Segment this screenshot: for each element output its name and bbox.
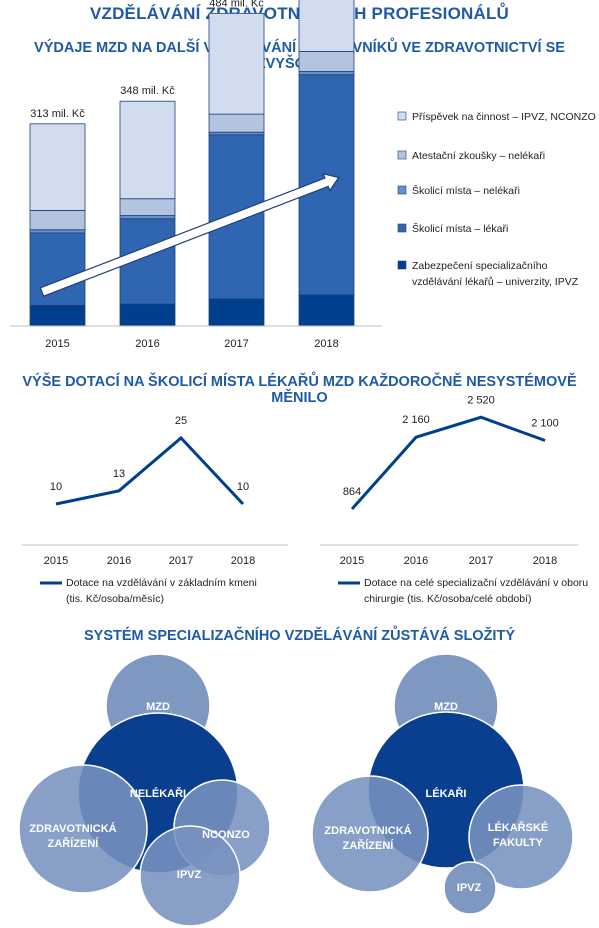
venn-left-label-center: NELÉKAŘI bbox=[130, 787, 186, 800]
data-label: 10 bbox=[237, 481, 249, 493]
legend-label-line-1: Dotace na vzdělávání v základním kmeni bbox=[66, 577, 257, 589]
x-tick-label: 2017 bbox=[169, 555, 193, 567]
legend-label: Zabezpečení specializačního vzdělávání lé… bbox=[412, 260, 579, 288]
section-title-system: SYSTÉM SPECIALIZAČNÍHO VZDĚLÁVÁNÍ ZŮSTÁV… bbox=[84, 628, 515, 644]
venn-left-circle-ipvz bbox=[139, 825, 241, 927]
data-label: 864 bbox=[343, 486, 361, 498]
x-tick-label: 2016 bbox=[404, 555, 428, 567]
trend-arrow-shape bbox=[39, 172, 340, 297]
bar-segment-2018-1 bbox=[298, 294, 355, 327]
x-tick-label: 2015 bbox=[45, 338, 69, 350]
legend-swatch bbox=[397, 185, 407, 195]
data-label: 2 520 bbox=[467, 394, 495, 406]
bar-total-label: 313 mil. Kč bbox=[30, 108, 85, 120]
x-tick-label: 2016 bbox=[135, 338, 159, 350]
x-tick-label: 2016 bbox=[107, 555, 131, 567]
venn-right-label-facilities: ZAŘÍZENÍ bbox=[343, 839, 395, 852]
venn-left-label-facilities: ZAŘÍZENÍ bbox=[48, 837, 100, 850]
line-series bbox=[350, 415, 546, 510]
venn-left-label-nconzo: NCONZO bbox=[202, 829, 250, 841]
venn-left-label-facilities: ZDRAVOTNICKÁ bbox=[29, 822, 116, 835]
data-label: 2 160 bbox=[402, 414, 430, 426]
bar-segment-2017-5 bbox=[208, 12, 265, 115]
venn-right-label-ipvz: IPVZ bbox=[457, 882, 482, 894]
legend-label-line: vzdělávání lékařů – univerzity, IPVZ bbox=[412, 276, 579, 288]
legend-label: Školicí místa – lékaři bbox=[412, 222, 508, 235]
legend-swatch bbox=[397, 150, 407, 160]
legend-label: Atestační zkoušky – nelékaři bbox=[412, 150, 545, 162]
legend-swatch bbox=[397, 260, 407, 270]
venn-left-label-mzd: MZD bbox=[146, 701, 170, 713]
legend-label: Příspěvek na činnost – IPVZ, NCONZO bbox=[412, 111, 596, 123]
data-label: 10 bbox=[50, 481, 62, 493]
legend-label-line-2: chirurgie (tis. Kč/osoba/celé období) bbox=[364, 593, 532, 605]
x-tick-label: 2018 bbox=[314, 338, 338, 350]
venn-right-label-faculties: LÉKAŘSKÉ bbox=[488, 821, 549, 834]
bar-total-label: 348 mil. Kč bbox=[120, 85, 175, 97]
data-label: 25 bbox=[175, 415, 187, 427]
venn-right-circle-faculties bbox=[468, 784, 574, 890]
venn-left-label-ipvz: IPVZ bbox=[177, 869, 202, 881]
bar-segment-2017-1 bbox=[208, 298, 265, 327]
legend-label-line: Zabezpečení specializačního bbox=[412, 260, 548, 272]
x-tick-label: 2017 bbox=[224, 338, 248, 350]
bar-segment-2018-5 bbox=[298, 0, 355, 52]
venn-right-circle-ipvz bbox=[443, 861, 497, 915]
legend-swatch bbox=[397, 111, 407, 121]
data-label: 13 bbox=[113, 468, 125, 480]
x-tick-label: 2015 bbox=[44, 555, 68, 567]
venn-right-label-mzd: MZD bbox=[434, 701, 458, 713]
bar-segment-2015-2 bbox=[29, 232, 86, 306]
section-title-subsidies: VÝŠE DOTACÍ NA ŠKOLICÍ MÍSTA LÉKAŘŮ MZD … bbox=[22, 374, 577, 406]
legend-label-line-2: (tis. Kč/osoba/měsíc) bbox=[66, 593, 164, 605]
data-label: 2 100 bbox=[531, 418, 559, 430]
x-tick-label: 2018 bbox=[231, 555, 255, 567]
bar-segment-2016-5 bbox=[119, 100, 176, 200]
venn-left-circle-facilities bbox=[18, 764, 148, 894]
legend-label-line-1: Dotace na celé specializační vzdělávání … bbox=[364, 577, 588, 589]
bar-total-label: 484 mil. Kč bbox=[209, 0, 264, 9]
trend-arrow-icon bbox=[39, 172, 340, 297]
line-series bbox=[55, 435, 245, 506]
legend-label: Školicí místa – nelékaři bbox=[412, 184, 520, 197]
x-tick-label: 2015 bbox=[340, 555, 364, 567]
venn-right-label-faculties: FAKULTY bbox=[493, 837, 544, 849]
x-tick-label: 2017 bbox=[469, 555, 493, 567]
venn-right-label-facilities: ZDRAVOTNICKÁ bbox=[324, 824, 411, 837]
venn-right-circle-facilities bbox=[311, 775, 429, 893]
x-tick-label: 2018 bbox=[533, 555, 557, 567]
bar-segment-2015-5 bbox=[29, 123, 86, 211]
venn-right-label-center: LÉKAŘI bbox=[426, 787, 467, 800]
legend-swatch bbox=[397, 223, 407, 233]
